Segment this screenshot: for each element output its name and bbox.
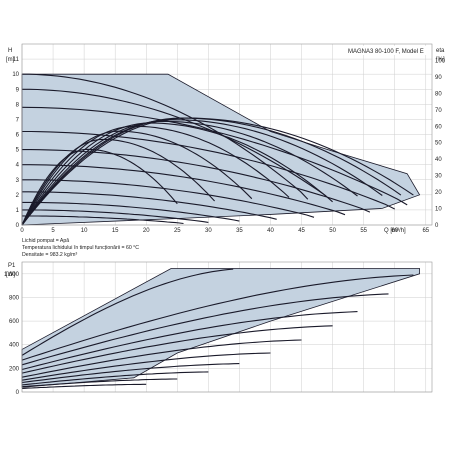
eta-axis-label: eta [436, 48, 445, 54]
head-tick-label: 7 [16, 117, 20, 123]
power-axis-label: P1 [8, 263, 16, 269]
head-tick-label: 10 [12, 72, 19, 78]
eta-tick-label: 60 [435, 124, 442, 130]
head-tick-label: 2 [16, 193, 20, 199]
flow-tick-label: 40 [267, 228, 274, 234]
flow-tick-label: 10 [81, 228, 88, 234]
eta-tick-label: 20 [435, 190, 442, 196]
head-tick-label: 1 [16, 208, 20, 214]
power-curve [21, 311, 358, 371]
flow-tick-label: 45 [298, 228, 305, 234]
info-line-3: Densitate = 983.2 kg/m³ [22, 252, 77, 258]
power-curve [21, 268, 234, 356]
head-curve [22, 73, 309, 200]
efficiency-curve [21, 148, 178, 226]
efficiency-curve [21, 117, 414, 226]
eta-tick-label: 10 [435, 207, 442, 213]
head-tick-label: 3 [16, 178, 20, 184]
power-curve [21, 339, 302, 378]
power-curve [21, 274, 414, 361]
eta-tick-label: 80 [435, 91, 442, 97]
eta-tick-label: 70 [435, 108, 442, 114]
head-curves [21, 73, 408, 225]
head-tick-label: 6 [16, 133, 20, 139]
eta-tick-label: 100 [435, 58, 446, 64]
head-plot-frame [21, 43, 433, 226]
head-curve [22, 179, 315, 218]
flow-tick-label: 25 [174, 228, 181, 234]
power-curve [21, 371, 209, 386]
head-curve [22, 88, 333, 203]
power-plot-frame [21, 261, 433, 393]
eta-tick-label: 90 [435, 75, 442, 81]
flow-tick-label: 50 [329, 228, 336, 234]
power-curves [21, 268, 414, 390]
eta-tick-label: 40 [435, 157, 442, 163]
power-axis-ticks: 0 200 400 600 800 1.000 [4, 272, 20, 396]
efficiency-curve [21, 125, 290, 226]
efficiency-curve [21, 122, 327, 226]
efficiency-curve [21, 117, 402, 226]
flow-tick-label: 60 [391, 228, 398, 234]
head-curve [22, 149, 371, 213]
chart-title: MAGNA3 80-100 F, Model E [348, 49, 424, 55]
head-curve [22, 209, 209, 223]
flow-tick-label: 15 [112, 228, 119, 234]
power-curve [21, 378, 178, 388]
head-tick-label: 9 [16, 87, 20, 93]
power-curve [21, 383, 147, 390]
flow-tick-label: 5 [51, 228, 55, 234]
power-tick-label: 600 [9, 319, 20, 325]
head-tick-label: 11 [13, 57, 20, 63]
head-curve [21, 215, 184, 225]
flow-axis-label: Q [m³/h] [384, 228, 406, 234]
head-axis-unit: [m] [6, 57, 15, 63]
power-tick-label: 800 [9, 295, 20, 301]
efficiency-curve [21, 130, 253, 226]
power-envelope [21, 268, 420, 388]
flow-tick-label: 30 [205, 228, 212, 234]
eta-tick-label: 0 [435, 223, 439, 229]
flow-tick-label: 55 [360, 228, 367, 234]
power-tick-label: 200 [9, 366, 20, 372]
info-line-1: Lichid pompat = Apă [22, 238, 69, 244]
flow-tick-label: 35 [236, 228, 243, 234]
head-axis-label: H [8, 48, 12, 54]
power-tick-label: 0 [16, 390, 20, 396]
eta-axis-unit: [%] [436, 57, 445, 63]
head-tick-label: 4 [16, 163, 20, 169]
eta-tick-label: 50 [435, 141, 442, 147]
power-axis-unit: [W] [6, 272, 15, 278]
title-box [345, 46, 431, 55]
info-line-2: Temperatura lichidului în timpul funcțio… [22, 245, 139, 251]
head-tick-label: 0 [16, 223, 20, 229]
head-axis-ticks: 0 5 10 15 20 25 30 35 40 45 50 55 60 6501234567891011… [12, 57, 445, 234]
efficiency-curve [21, 138, 215, 226]
power-curve [21, 293, 389, 366]
head-operating-area [21, 73, 421, 226]
flow-tick-label: 0 [20, 228, 24, 234]
head-envelope [21, 73, 421, 226]
power-curve [21, 352, 271, 381]
power-tick-label: 400 [9, 343, 20, 349]
head-tick-label: 5 [16, 148, 20, 154]
head-tick-label: 8 [16, 102, 20, 108]
power-curve [21, 325, 333, 374]
eta-tick-label: 30 [435, 174, 442, 180]
efficiency-curves [21, 117, 414, 226]
power-curve [21, 363, 240, 384]
head-curve [22, 201, 240, 222]
flow-tick-label: 65 [422, 228, 429, 234]
power-tick-label: 1.000 [4, 272, 20, 278]
head-curve [21, 106, 408, 206]
flow-tick-label: 20 [143, 228, 150, 234]
efficiency-curve [21, 119, 383, 226]
head-curve [22, 130, 395, 210]
power-operating-area [21, 268, 420, 388]
head-curve [22, 191, 277, 220]
efficiency-curve [21, 120, 358, 226]
